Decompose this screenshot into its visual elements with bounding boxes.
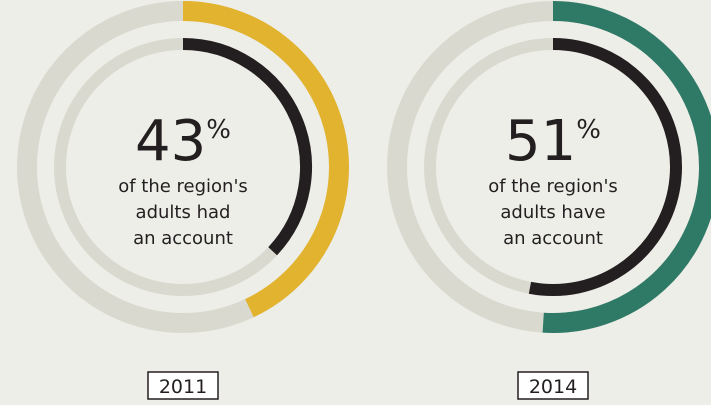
caption-line: adults have	[500, 202, 605, 223]
caption-line: an account	[503, 228, 603, 249]
percent: 51%	[505, 109, 601, 174]
caption-line: adults had	[136, 202, 231, 223]
percent-unit: %	[206, 115, 231, 145]
year-box	[517, 371, 589, 400]
inner-arc	[182, 38, 312, 256]
year: 2011	[159, 376, 207, 398]
caption-line: an account	[133, 228, 233, 249]
percent-value: 51	[505, 109, 576, 174]
caption-line: of the region's	[118, 176, 248, 197]
percent-value: 43	[135, 109, 206, 174]
year: 2014	[529, 376, 577, 398]
outer-arc	[182, 1, 349, 318]
percent-unit: %	[576, 115, 601, 145]
caption-line: of the region's	[488, 176, 618, 197]
percent: 43%	[135, 109, 231, 174]
outer-arc	[542, 1, 711, 333]
year-box	[147, 371, 219, 400]
inner-arc	[528, 38, 682, 296]
